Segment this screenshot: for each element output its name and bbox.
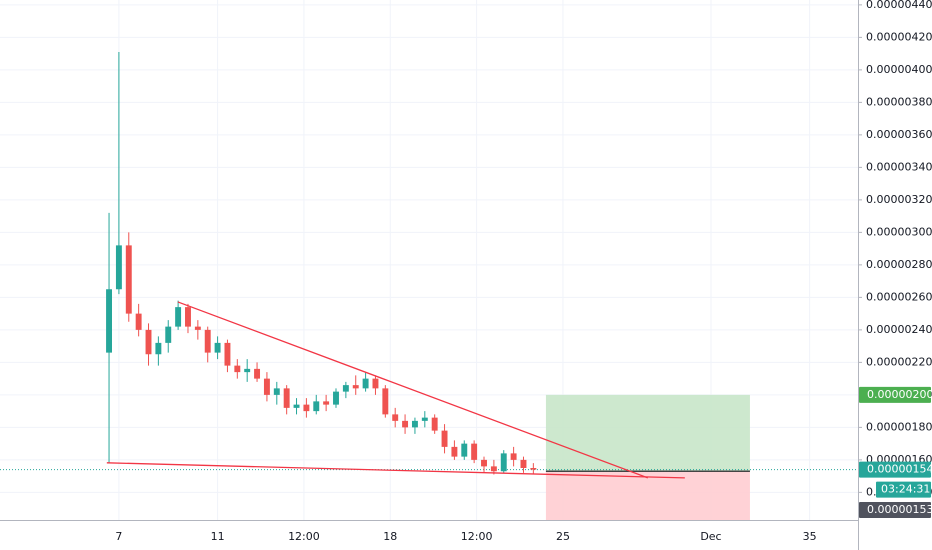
target-price-tag: 0.00000200 [867, 388, 932, 401]
candle-wick [118, 52, 120, 295]
candle-body [530, 468, 537, 470]
candle-body [411, 420, 418, 428]
candle-body [431, 417, 438, 431]
last-price-tag-bg [859, 461, 931, 478]
candle-body [510, 453, 517, 460]
candle-body [333, 391, 339, 405]
x-tick-label: 18 [383, 530, 397, 543]
candle-body [481, 459, 487, 467]
countdown-tag: 03:24:31 [881, 483, 930, 496]
candle-body [441, 430, 448, 447]
y-tick-label: 0.00000380 [866, 95, 932, 108]
candle-body [402, 420, 409, 428]
y-tick-label: 0.00000420 [866, 30, 932, 43]
candle-body [224, 342, 231, 366]
candle-body [362, 378, 369, 389]
y-tick-label: 0.00000180 [866, 420, 932, 433]
candle-body [352, 385, 359, 389]
candle-body [313, 401, 320, 412]
y-tick-label: 0.00000340 [866, 160, 932, 173]
x-tick-label: 35 [803, 530, 817, 543]
countdown-tag-bg [876, 481, 931, 498]
y-tick-label: 0.00000360 [866, 128, 932, 141]
candle-body [125, 245, 132, 314]
candle-body [303, 404, 310, 412]
candle-body [175, 307, 182, 327]
candle-body [461, 443, 468, 457]
x-tick-label: 7 [115, 530, 122, 543]
candle-body [293, 404, 300, 408]
x-tick-label: 11 [211, 530, 225, 543]
x-tick-label: 12:00 [288, 530, 320, 543]
candle-body [490, 466, 497, 472]
price-axis-bg [858, 0, 932, 550]
trend-line [106, 462, 685, 479]
candle-body [165, 326, 172, 343]
y-tick-label: 0.00000440 [866, 0, 932, 11]
candle-body [234, 365, 241, 373]
plot-area [0, 0, 858, 520]
loss-zone [545, 471, 750, 520]
x-tick-label: 25 [556, 530, 570, 543]
x-tick-label: 12:00 [461, 530, 493, 543]
candle-body [520, 459, 527, 468]
target-price-tag-bg [859, 386, 931, 403]
y-tick-label: 0.00000400 [866, 63, 932, 76]
candle-body [244, 368, 251, 373]
candle-body [323, 401, 330, 405]
candle-body [283, 388, 290, 408]
candle-body [145, 329, 152, 355]
candle-body [392, 414, 399, 421]
last-price-tag: 0.00000154 [867, 463, 932, 476]
y-tick-label: 0.00000280 [866, 258, 932, 271]
candle-body [372, 378, 379, 389]
candle-body [135, 313, 142, 330]
y-tick-label: 0.00000220 [866, 355, 932, 368]
entry-price-tag: 0.00000153 [867, 503, 932, 516]
candle-body [185, 307, 191, 327]
candle-body [155, 342, 162, 355]
x-tick-label: Dec [700, 530, 721, 543]
candle-body [421, 417, 428, 421]
candle-body [106, 289, 112, 353]
candle-body [204, 329, 211, 353]
trend-line [177, 301, 649, 479]
entry-price-tag-bg [859, 502, 931, 518]
candle-body [471, 443, 478, 460]
candle-body [342, 385, 349, 392]
candle-body [194, 326, 201, 330]
candle-body [451, 446, 458, 457]
profit-zone [545, 394, 750, 472]
y-tick-label: 0.00000260 [866, 290, 932, 303]
candle-body [273, 388, 280, 395]
y-tick-label: 0.00000300 [866, 225, 932, 238]
candle-body [263, 378, 270, 395]
candle-body [254, 368, 261, 379]
y-tick-label: 0.00000240 [866, 323, 932, 336]
y-tick-label: 0.00000320 [866, 193, 932, 206]
candle-body [500, 453, 507, 472]
candle-body [214, 342, 221, 353]
candle-body [115, 245, 122, 290]
candle-body [382, 388, 389, 415]
